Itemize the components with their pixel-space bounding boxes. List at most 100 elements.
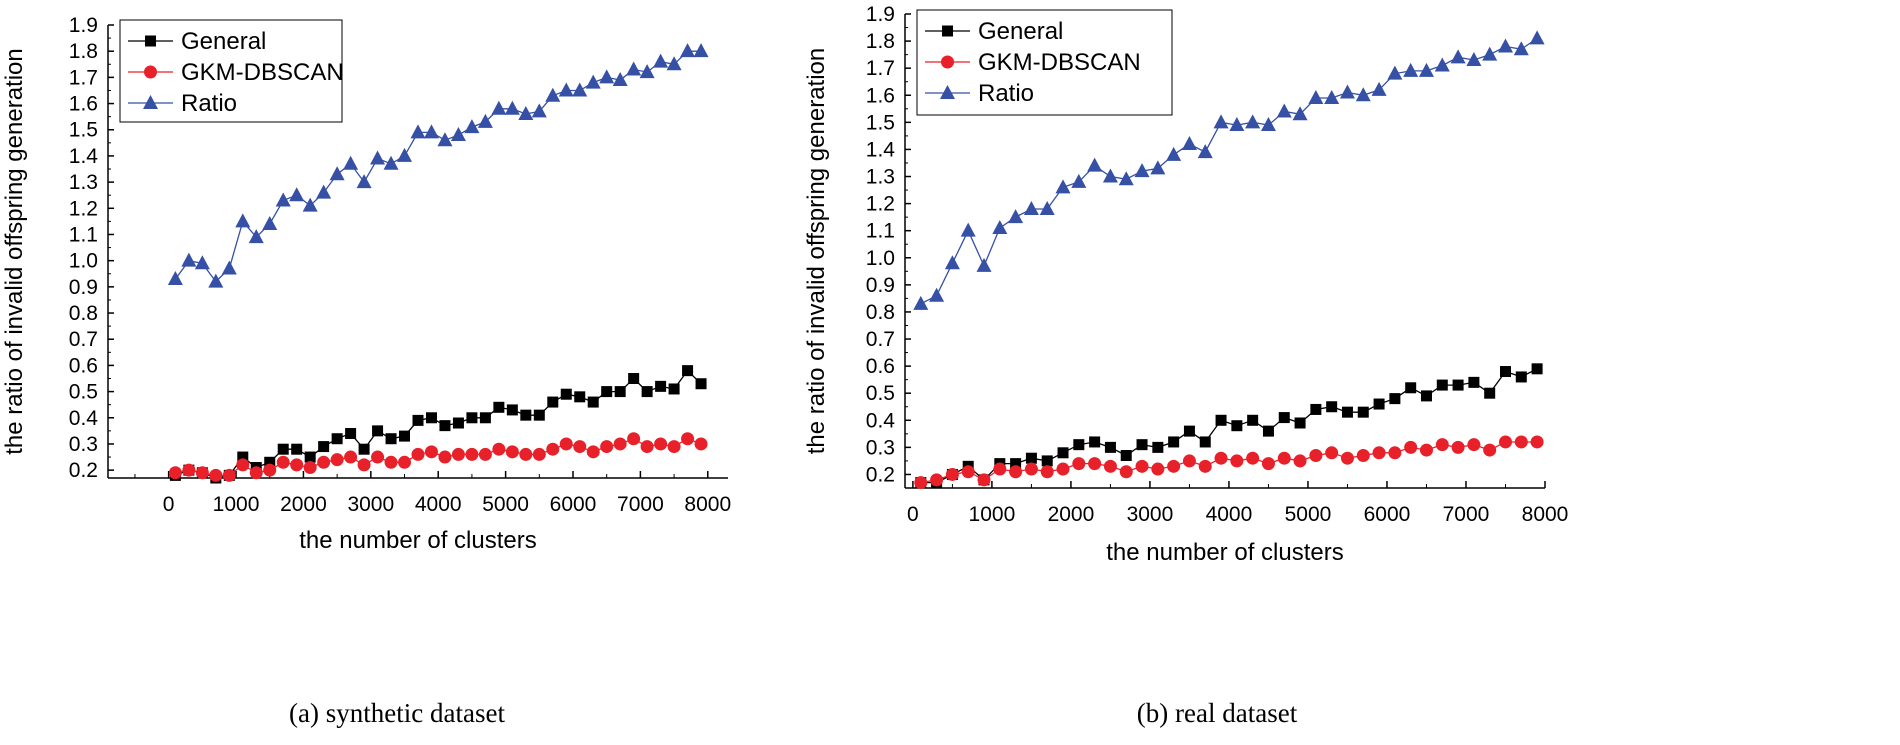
- y-tick-label: 1.8: [69, 40, 98, 63]
- data-point: [1436, 379, 1448, 391]
- y-tick-label: 0.5: [866, 382, 895, 405]
- data-point: [681, 432, 695, 446]
- data-point: [1119, 465, 1133, 479]
- data-point: [249, 466, 263, 480]
- y-tick-label: 1.9: [69, 14, 98, 37]
- data-point: [680, 43, 696, 58]
- x-tick-label: 8000: [684, 493, 731, 516]
- data-point: [1388, 446, 1402, 460]
- data-point: [316, 184, 332, 199]
- data-point: [275, 192, 291, 207]
- data-point: [1010, 458, 1022, 470]
- data-point: [560, 388, 572, 400]
- data-point: [640, 440, 654, 454]
- data-point: [1277, 451, 1291, 465]
- data-point: [1531, 363, 1543, 375]
- data-point: [1294, 417, 1306, 429]
- x-axis-title: the number of clusters: [299, 527, 536, 554]
- data-point: [1450, 49, 1466, 64]
- data-point: [505, 445, 519, 459]
- data-point: [465, 447, 479, 461]
- data-point: [237, 451, 249, 463]
- data-point: [1293, 454, 1307, 468]
- series-ratio: [167, 43, 709, 288]
- x-tick-label: 4000: [1206, 503, 1253, 526]
- chart-synthetic: 0.2 0.3 0.4 0.5 0.6 0.7 0.8 0.9 1.0 1.1 1.2 1.3 1.4 1…: [1, 14, 731, 728]
- data-point: [492, 442, 506, 456]
- data-point: [929, 287, 945, 302]
- data-point: [1181, 136, 1197, 151]
- y-tick-label: 1.3: [866, 166, 895, 189]
- data-point: [1260, 117, 1276, 132]
- data-point: [302, 197, 318, 212]
- series-gkm-dbscan: [168, 432, 708, 482]
- data-point: [654, 437, 668, 451]
- data-point: [547, 396, 559, 408]
- y-tick-label: 0.2: [866, 463, 895, 486]
- data-point: [1278, 412, 1290, 424]
- y-tick-label: 1.4: [69, 145, 99, 168]
- data-point: [329, 166, 345, 181]
- legend: General GKM-DBSCAN Ratio: [916, 9, 1173, 116]
- data-point: [682, 365, 694, 377]
- data-point: [519, 447, 533, 461]
- x-tick-label: 2000: [280, 493, 327, 516]
- data-point: [1182, 454, 1196, 468]
- data-point: [372, 425, 384, 437]
- legend-label: General: [181, 28, 266, 55]
- data-point: [1387, 65, 1403, 80]
- series-gkm-dbscan: [914, 435, 1544, 490]
- data-point: [493, 401, 505, 413]
- y-tick-label: 0.6: [69, 354, 98, 377]
- data-point: [1308, 89, 1324, 104]
- data-point: [1355, 87, 1371, 102]
- data-point: [960, 222, 976, 237]
- data-point: [277, 443, 289, 455]
- data-point: [1134, 163, 1150, 178]
- y-tick-label: 1.0: [866, 247, 895, 270]
- data-point: [1373, 398, 1385, 410]
- y-tick-label: 1.5: [866, 111, 895, 134]
- data-point: [1372, 446, 1386, 460]
- data-point: [1152, 441, 1164, 453]
- y-tick-label: 1.7: [69, 66, 98, 89]
- data-point: [1419, 443, 1433, 457]
- data-point: [466, 412, 478, 424]
- data-point: [1420, 390, 1432, 402]
- data-point: [1404, 440, 1418, 454]
- data-point: [572, 82, 588, 97]
- data-point: [291, 443, 303, 455]
- data-point: [1325, 446, 1339, 460]
- data-point: [1324, 89, 1340, 104]
- data-point: [385, 433, 397, 445]
- data-point: [410, 124, 426, 139]
- data-point: [1389, 393, 1401, 405]
- data-point: [182, 463, 196, 477]
- data-point: [913, 295, 929, 310]
- data-point: [1451, 440, 1465, 454]
- data-point: [976, 257, 992, 272]
- data-point: [1482, 46, 1498, 61]
- data-point: [655, 380, 667, 392]
- legend-label: Ratio: [978, 80, 1034, 107]
- data-point: [1168, 436, 1180, 448]
- data-point: [479, 412, 491, 424]
- data-point: [586, 445, 600, 459]
- data-point: [992, 219, 1008, 234]
- data-point: [478, 447, 492, 461]
- data-point: [1023, 201, 1039, 216]
- data-point: [1088, 457, 1102, 471]
- data-point: [276, 455, 290, 469]
- y-tick-label: 0.8: [69, 302, 98, 325]
- data-point: [1247, 414, 1259, 426]
- y-tick-label: 1.3: [69, 171, 98, 194]
- data-point: [1215, 414, 1227, 426]
- data-point: [545, 87, 561, 102]
- data-point: [1072, 457, 1086, 471]
- data-point: [1309, 448, 1323, 462]
- chart-caption: (b) real dataset: [1137, 698, 1298, 728]
- data-point: [914, 476, 928, 490]
- data-point: [438, 450, 452, 464]
